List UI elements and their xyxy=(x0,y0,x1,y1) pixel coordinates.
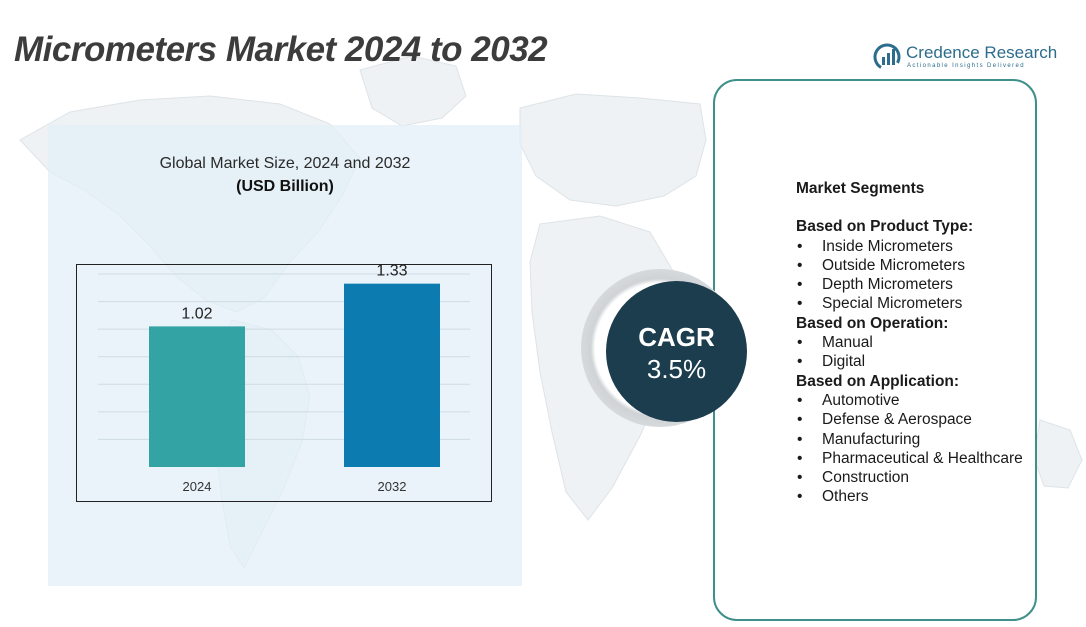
cagr-label: CAGR xyxy=(638,322,715,352)
chart-title: Global Market Size, 2024 and 2032 xyxy=(159,155,411,172)
segment-item: Construction xyxy=(796,468,1032,488)
segment-group-title: Based on Operation: xyxy=(796,314,949,332)
bar-chart: 1.02 2024 1.33 2032 xyxy=(76,263,492,502)
segments-list: Market Segments Based on Product Type:In… xyxy=(796,179,1032,507)
logo-name: Credence Research xyxy=(906,43,1058,62)
segment-item: Digital xyxy=(796,352,1032,372)
bar-labels: 1.02 2024 1.33 2032 xyxy=(181,263,407,494)
segment-group-title: Based on Application: xyxy=(796,372,960,390)
cagr-badge: CAGR 3.5% xyxy=(606,281,747,422)
chart-panel: Global Market Size, 2024 and 2032 (USD B… xyxy=(48,125,522,586)
chart-frame xyxy=(76,264,492,502)
segment-item: Manufacturing xyxy=(796,430,1032,450)
bar-value-label: 1.33 xyxy=(376,263,407,280)
segment-item: Depth Micrometers xyxy=(796,275,1032,295)
segment-group-title: Based on Product Type: xyxy=(796,218,974,236)
category-label: 2024 xyxy=(183,479,212,494)
segment-item: Automotive xyxy=(796,391,1032,411)
segment-item: Inside Micrometers xyxy=(796,237,1032,257)
logo-tagline: Actionable Insights Delivered xyxy=(907,63,1025,69)
page-title: Micrometers Market 2024 to 2032 xyxy=(14,30,548,69)
market-segments-panel: Market Segments Based on Product Type:In… xyxy=(713,79,1037,621)
segment-item: Manual xyxy=(796,333,1032,353)
segment-item: Special Micrometers xyxy=(796,294,1032,314)
credence-research-logo: Credence Research Actionable Insights De… xyxy=(872,40,1062,74)
segment-item: Others xyxy=(796,487,1032,507)
segment-item: Outside Micrometers xyxy=(796,256,1032,276)
bar-value-label: 1.02 xyxy=(181,305,212,322)
bars xyxy=(149,283,440,467)
segment-item: Defense & Aerospace xyxy=(796,410,1032,430)
logo-mark-icon xyxy=(873,43,901,71)
category-label: 2032 xyxy=(378,479,407,494)
bar-2024 xyxy=(149,326,245,467)
cagr-value: 3.5% xyxy=(646,354,707,384)
segments-heading: Market Segments xyxy=(796,180,925,197)
segment-item: Pharmaceutical & Healthcare xyxy=(796,449,1032,469)
bar-2032 xyxy=(344,283,440,467)
chart-unit: (USD Billion) xyxy=(236,178,334,195)
